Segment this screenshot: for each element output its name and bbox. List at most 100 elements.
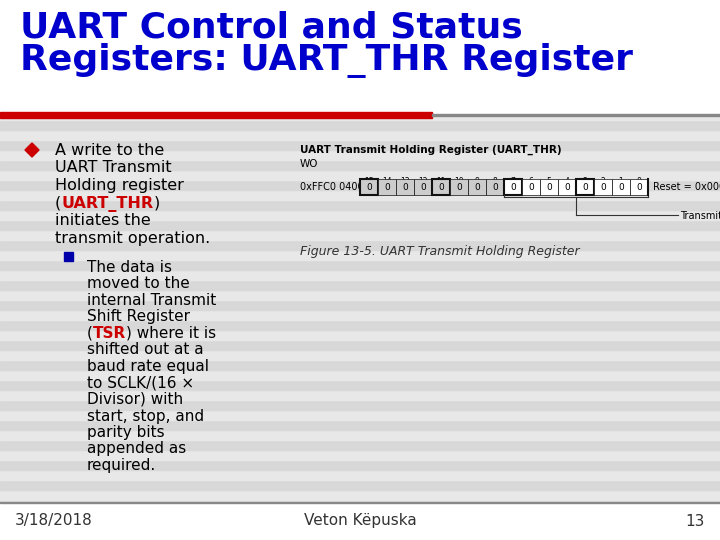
Bar — [540, 179, 558, 195]
Bar — [630, 179, 648, 195]
Bar — [0, 310, 720, 320]
Bar — [0, 430, 720, 440]
Bar — [0, 490, 720, 500]
Bar — [0, 290, 720, 300]
Text: 13: 13 — [685, 514, 705, 529]
Text: 3: 3 — [582, 177, 588, 186]
Bar — [558, 179, 576, 195]
Bar — [0, 470, 720, 480]
Bar — [0, 502, 720, 540]
Bar — [0, 510, 720, 520]
Bar — [63, 252, 73, 260]
Text: to SCLK/(16 ×: to SCLK/(16 × — [87, 375, 194, 390]
Text: (: ( — [55, 195, 61, 211]
Bar — [0, 100, 720, 110]
Text: ): ) — [153, 195, 160, 211]
Bar — [0, 190, 720, 200]
Text: 0: 0 — [528, 183, 534, 192]
Bar — [0, 400, 720, 410]
Bar — [0, 270, 720, 280]
Text: 0: 0 — [438, 183, 444, 192]
Text: 13: 13 — [400, 177, 410, 186]
Text: 11: 11 — [436, 177, 446, 186]
Bar — [0, 420, 720, 430]
Text: internal Transmit: internal Transmit — [87, 293, 216, 308]
Bar — [0, 340, 720, 350]
Bar — [0, 180, 720, 190]
Bar — [0, 170, 720, 180]
Bar — [0, 60, 720, 70]
Text: TSR: TSR — [93, 326, 126, 341]
Bar — [0, 230, 720, 240]
Text: 0xFFC0 0400: 0xFFC0 0400 — [300, 182, 364, 192]
Text: 9: 9 — [474, 177, 480, 186]
Text: 10: 10 — [454, 177, 464, 186]
Polygon shape — [25, 143, 39, 157]
Bar — [0, 460, 720, 470]
Text: 2: 2 — [600, 177, 606, 186]
Text: start, stop, and: start, stop, and — [87, 408, 204, 423]
Bar — [576, 179, 594, 195]
Text: WO: WO — [300, 159, 318, 169]
Text: 0: 0 — [618, 183, 624, 192]
Text: Shift Register: Shift Register — [87, 309, 190, 325]
Bar — [0, 200, 720, 210]
Bar — [0, 440, 720, 450]
Bar — [432, 114, 720, 116]
Text: 15: 15 — [364, 177, 374, 186]
Bar — [0, 410, 720, 420]
Text: Registers: UART_THR Register: Registers: UART_THR Register — [20, 43, 633, 78]
Bar — [0, 370, 720, 380]
Bar — [432, 179, 450, 195]
Bar — [0, 0, 720, 115]
Text: 0: 0 — [492, 183, 498, 192]
Text: 14: 14 — [382, 177, 392, 186]
Bar — [0, 380, 720, 390]
Bar — [0, 502, 720, 503]
Bar — [0, 110, 720, 120]
Text: 0: 0 — [546, 183, 552, 192]
Text: 0: 0 — [510, 183, 516, 192]
Bar — [0, 520, 720, 530]
Bar — [0, 300, 720, 310]
Text: ) where it is: ) where it is — [126, 326, 216, 341]
Bar — [0, 210, 720, 220]
Bar — [0, 150, 720, 160]
Text: 0: 0 — [600, 183, 606, 192]
Bar — [0, 20, 720, 30]
Bar — [486, 179, 504, 195]
Text: 12: 12 — [418, 177, 428, 186]
Bar — [0, 160, 720, 170]
Text: 0: 0 — [384, 183, 390, 192]
Bar — [0, 112, 432, 118]
Bar — [0, 240, 720, 250]
Bar — [0, 450, 720, 460]
Text: Holding register: Holding register — [55, 178, 184, 193]
Bar — [0, 120, 720, 130]
Text: Veton Këpuska: Veton Këpuska — [304, 514, 416, 529]
Text: Figure 13-5. UART Transmit Holding Register: Figure 13-5. UART Transmit Holding Regis… — [300, 245, 580, 258]
Bar — [468, 179, 486, 195]
Bar — [0, 80, 720, 90]
Bar — [0, 0, 720, 10]
Text: 0: 0 — [420, 183, 426, 192]
Text: 0: 0 — [582, 183, 588, 192]
Text: 6: 6 — [528, 177, 534, 186]
Text: 0: 0 — [636, 183, 642, 192]
Bar — [0, 220, 720, 230]
Bar — [0, 280, 720, 290]
Text: initiates the: initiates the — [55, 213, 150, 228]
Text: A write to the: A write to the — [55, 143, 164, 158]
Text: 0: 0 — [636, 177, 642, 186]
Text: UART Control and Status: UART Control and Status — [20, 10, 523, 44]
Bar — [0, 530, 720, 540]
Text: 5: 5 — [546, 177, 552, 186]
Bar — [522, 179, 540, 195]
Text: parity bits: parity bits — [87, 425, 165, 440]
Bar — [0, 50, 720, 60]
Bar — [378, 179, 396, 195]
Bar — [396, 179, 414, 195]
Bar — [0, 10, 720, 20]
Text: 0: 0 — [456, 183, 462, 192]
Bar — [0, 40, 720, 50]
